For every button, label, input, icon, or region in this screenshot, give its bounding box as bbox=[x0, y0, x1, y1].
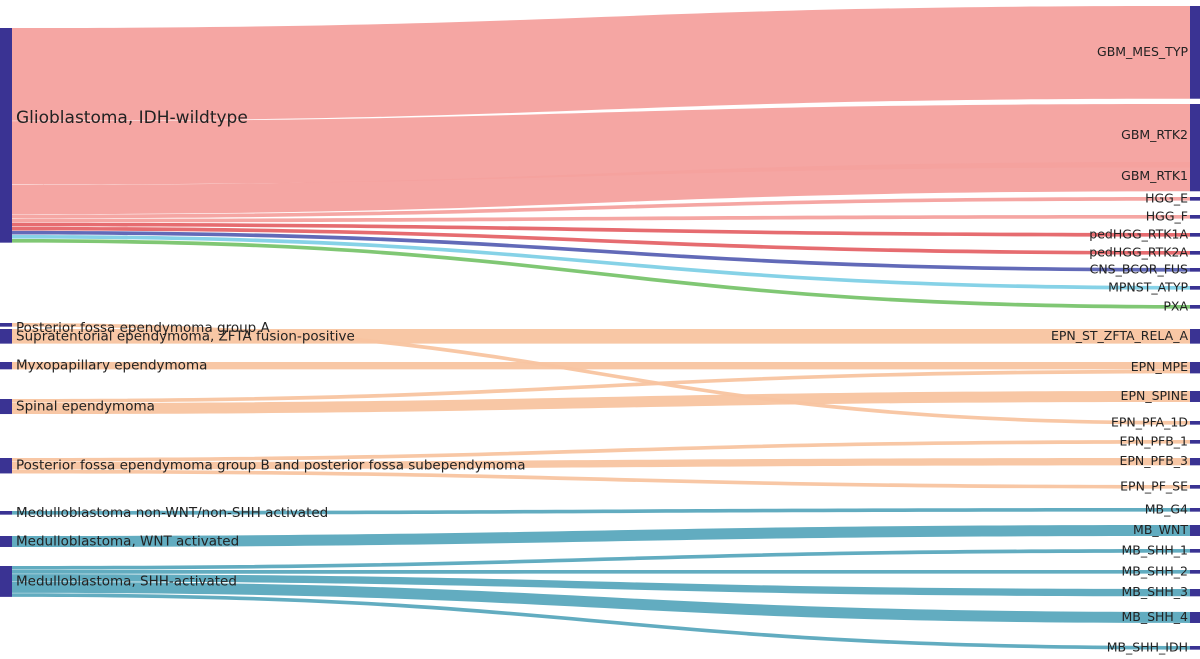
target-label-rtk1: GBM_RTK1 bbox=[1121, 168, 1188, 183]
target-node-ped2a[interactable] bbox=[1190, 251, 1200, 255]
link-spinal-to-epn_mpe bbox=[12, 369, 1190, 403]
target-label-shh3: MB_SHH_3 bbox=[1121, 584, 1188, 599]
source-label-mb_wnt: Medulloblastoma, WNT activated bbox=[16, 533, 239, 549]
source-node-pfa[interactable] bbox=[0, 323, 12, 327]
link-gbm-to-mpnst bbox=[12, 234, 1190, 290]
source-label-st_epn: Supratentorial ependymoma, ZFTA fusion-p… bbox=[16, 328, 355, 344]
target-label-shhidh: MB_SHH_IDH bbox=[1107, 639, 1188, 654]
target-node-rtk1[interactable] bbox=[1190, 162, 1200, 192]
target-node-mpnst[interactable] bbox=[1190, 286, 1200, 290]
target-label-pxa: PXA bbox=[1163, 298, 1188, 313]
source-node-spinal[interactable] bbox=[0, 399, 12, 415]
source-node-gbm[interactable] bbox=[0, 28, 12, 243]
target-node-epn_mpe[interactable] bbox=[1190, 362, 1200, 374]
source-node-mb_nonwnt[interactable] bbox=[0, 511, 12, 515]
link-mb_shh-to-shh1 bbox=[12, 549, 1190, 570]
target-label-ped1a: pedHGG_RTK1A bbox=[1089, 226, 1188, 241]
target-label-shh2: MB_SHH_2 bbox=[1121, 563, 1188, 578]
nodes-layer bbox=[0, 6, 1200, 650]
target-node-hgge[interactable] bbox=[1190, 197, 1200, 201]
link-gbm-to-ped1a bbox=[12, 222, 1190, 237]
links-layer bbox=[12, 6, 1190, 650]
source-node-mb_shh[interactable] bbox=[0, 566, 12, 597]
link-pfb-to-epn_pfb1 bbox=[12, 440, 1190, 462]
link-pfb-to-epn_pfb3 bbox=[12, 458, 1190, 470]
labels-layer: Glioblastoma, IDH-wildtype Supratentorial… bbox=[16, 44, 1188, 654]
source-label-mb_shh: Medulloblastoma, SHH-activated bbox=[16, 573, 237, 589]
target-node-epn_pfb3[interactable] bbox=[1190, 458, 1200, 466]
target-label-epn_st: EPN_ST_ZFTA_RELA_A bbox=[1051, 328, 1188, 343]
link-mb_shh-to-shh2 bbox=[12, 570, 1190, 574]
target-node-epn_spine[interactable] bbox=[1190, 391, 1200, 402]
target-label-ped2a: pedHGG_RTK2A bbox=[1089, 244, 1188, 259]
target-node-mb_g4[interactable] bbox=[1190, 508, 1200, 512]
link-gbm-to-pxa bbox=[12, 239, 1190, 309]
source-label-mb_nonwnt: Medulloblastoma non-WNT/non-SHH activate… bbox=[16, 505, 328, 521]
link-mb_shh-to-shh4 bbox=[12, 581, 1190, 623]
target-node-ped1a[interactable] bbox=[1190, 233, 1200, 237]
source-label-spinal: Spinal ependymoma bbox=[16, 399, 155, 415]
source-node-mb_wnt[interactable] bbox=[0, 536, 12, 547]
target-label-hggf: HGG_F bbox=[1146, 208, 1188, 223]
link-st_epn-to-epn_st bbox=[12, 329, 1190, 344]
target-node-shhidh[interactable] bbox=[1190, 646, 1200, 650]
link-pfa-to-epn_pfa bbox=[12, 323, 1190, 425]
target-node-shh3[interactable] bbox=[1190, 589, 1200, 597]
target-node-rtk2[interactable] bbox=[1190, 104, 1200, 168]
target-node-hggf[interactable] bbox=[1190, 215, 1200, 219]
source-node-st_epn[interactable] bbox=[0, 329, 12, 344]
target-label-epn_pfse: EPN_PF_SE bbox=[1120, 478, 1188, 493]
link-gbm-to-mes bbox=[12, 6, 1190, 121]
target-node-epn_pfse[interactable] bbox=[1190, 485, 1200, 489]
target-label-rtk2: GBM_RTK2 bbox=[1121, 127, 1188, 142]
target-label-shh1: MB_SHH_1 bbox=[1121, 542, 1188, 557]
target-node-mb_wnt_t[interactable] bbox=[1190, 525, 1200, 536]
target-label-mb_wnt_t: MB_WNT bbox=[1133, 522, 1188, 537]
link-pfb-to-epn_pfse bbox=[12, 469, 1190, 489]
target-label-epn_spine: EPN_SPINE bbox=[1121, 388, 1189, 403]
target-node-epn_st[interactable] bbox=[1190, 329, 1200, 344]
source-label-gbm: Glioblastoma, IDH-wildtype bbox=[16, 108, 248, 128]
link-gbm-to-rtk1 bbox=[12, 162, 1190, 215]
target-node-epn_pfb1[interactable] bbox=[1190, 440, 1200, 444]
source-node-pfb[interactable] bbox=[0, 458, 12, 474]
target-label-epn_pfb1: EPN_PFB_1 bbox=[1119, 433, 1188, 448]
link-mb_nonwnt-to-mb_g4 bbox=[12, 508, 1190, 515]
target-label-epn_mpe: EPN_MPE bbox=[1131, 359, 1188, 374]
target-label-bcor: CNS_BCOR_FUS bbox=[1090, 261, 1188, 276]
target-node-pxa[interactable] bbox=[1190, 305, 1200, 309]
target-node-shh1[interactable] bbox=[1190, 549, 1200, 553]
link-gbm-to-hgge bbox=[12, 197, 1190, 219]
source-label-pfb: Posterior fossa ependymoma group B and p… bbox=[16, 458, 526, 474]
link-mb_wnt-to-mb_wnt_t bbox=[12, 525, 1190, 547]
target-label-mpnst: MPNST_ATYP bbox=[1108, 279, 1188, 294]
link-mb_shh-to-shhidh bbox=[12, 593, 1190, 650]
link-gbm-to-rtk2 bbox=[12, 104, 1190, 185]
target-label-mb_g4: MB_G4 bbox=[1145, 501, 1188, 516]
source-label-pfa: Posterior fossa ependymoma group A bbox=[16, 320, 271, 336]
target-node-mes[interactable] bbox=[1190, 6, 1200, 99]
target-label-epn_pfa: EPN_PFA_1D bbox=[1111, 414, 1188, 429]
source-label-myx: Myxopapillary ependymoma bbox=[16, 358, 207, 374]
link-gbm-to-hggf bbox=[12, 215, 1190, 223]
link-myx-to-epn_mpe bbox=[12, 362, 1190, 370]
target-node-shh4[interactable] bbox=[1190, 612, 1200, 623]
target-node-shh2[interactable] bbox=[1190, 570, 1200, 574]
target-label-shh4: MB_SHH_4 bbox=[1121, 609, 1188, 624]
target-label-epn_pfb3: EPN_PFB_3 bbox=[1119, 453, 1188, 468]
target-label-hgge: HGG_E bbox=[1145, 190, 1188, 205]
link-mb_shh-to-shh3 bbox=[12, 574, 1190, 597]
target-node-bcor[interactable] bbox=[1190, 268, 1200, 272]
link-gbm-to-bcor bbox=[12, 230, 1190, 272]
target-node-epn_pfa[interactable] bbox=[1190, 421, 1200, 425]
link-gbm-to-ped2a bbox=[12, 226, 1190, 255]
source-node-myx[interactable] bbox=[0, 362, 12, 370]
link-spinal-to-epn_spine bbox=[12, 391, 1190, 415]
target-label-mes: GBM_MES_TYP bbox=[1097, 44, 1188, 59]
